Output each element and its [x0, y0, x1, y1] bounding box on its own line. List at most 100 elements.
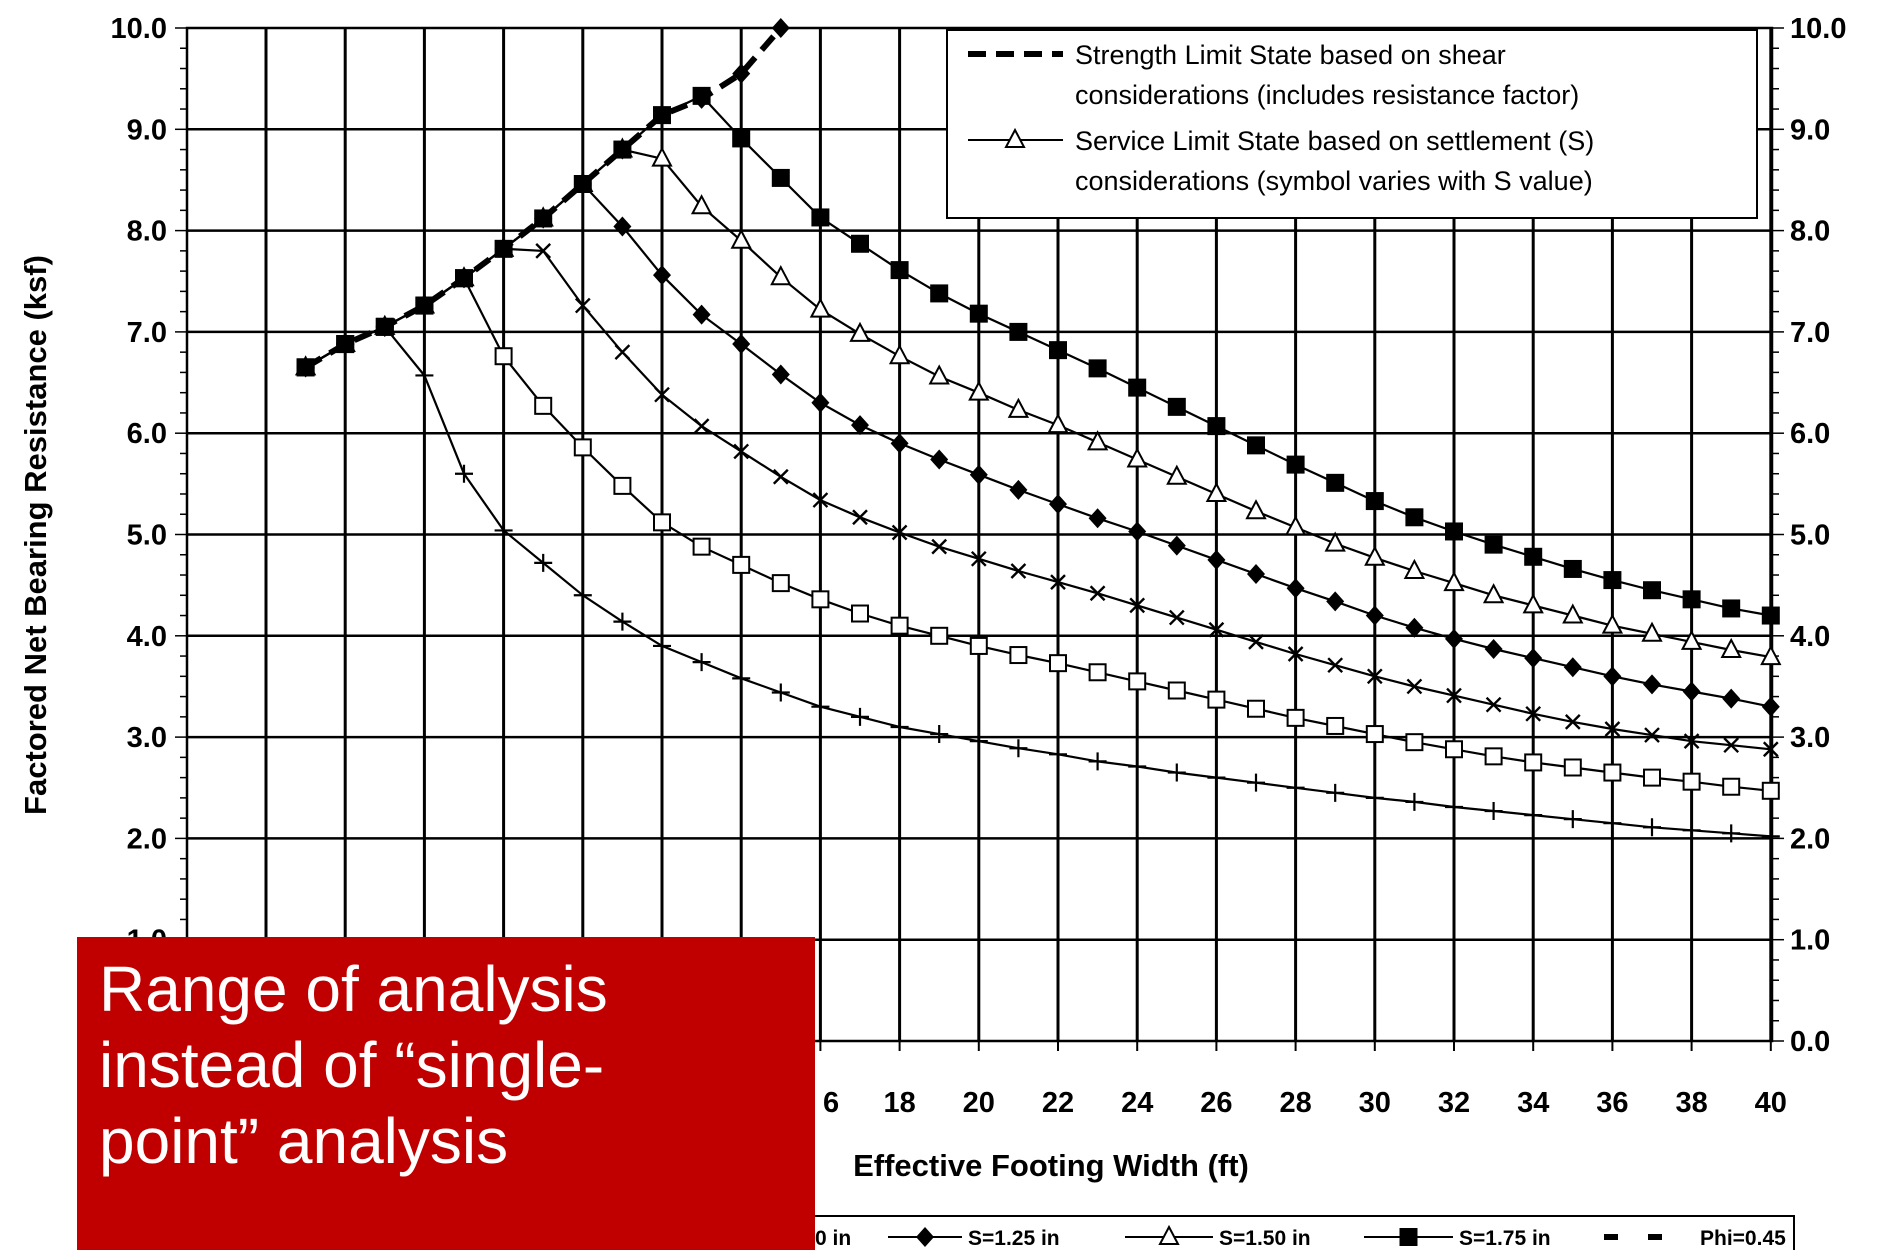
open-triangle-marker: [1403, 558, 1426, 579]
x-tick-label: 20: [963, 1087, 995, 1119]
y-tick-label-left: 2.0: [127, 823, 167, 855]
open-triangle-marker: [651, 146, 673, 167]
filled-square-marker: [573, 175, 592, 194]
open-triangle-marker: [849, 321, 871, 342]
plus-marker: [1603, 814, 1622, 833]
filled-square-marker: [1088, 359, 1107, 378]
x-marker: [1683, 733, 1700, 750]
open-square-marker: [573, 438, 592, 457]
open-square-marker: [1088, 663, 1107, 682]
open-triangle-marker: [1047, 412, 1069, 434]
filled-square-marker: [1207, 417, 1226, 436]
open-triangle-marker: [1720, 637, 1742, 658]
y-tick-label-right: 4.0: [1790, 621, 1830, 653]
filled-square-marker: [1128, 378, 1147, 397]
x-marker: [1366, 668, 1383, 685]
x-marker: [1446, 687, 1462, 704]
plus-marker: [1009, 739, 1028, 758]
plus-marker: [811, 697, 830, 716]
bottom-legend: 0 in S=1.25 in S=1.50 in S=1.75 in Phi=0.45: [811, 1215, 1795, 1250]
open-square-marker: [811, 590, 830, 609]
y-tick-label-left: 10.0: [111, 13, 167, 45]
legend-triangle-icon: [1004, 127, 1026, 148]
x-marker: [574, 297, 591, 314]
filled-diamond-marker: [1643, 674, 1661, 695]
open-triangle-marker: [968, 380, 990, 401]
x-marker: [852, 509, 868, 526]
filled-square-marker: [1524, 547, 1543, 566]
open-triangle-marker: [928, 364, 950, 385]
open-square-marker: [494, 347, 513, 366]
y-tick-label-left: 4.0: [127, 621, 167, 653]
filled-square-marker: [1682, 590, 1701, 609]
filled-diamond-marker: [930, 449, 949, 470]
x-tick-label: 22: [1042, 1087, 1074, 1119]
series-s-0-75-in: [296, 269, 1780, 800]
y-tick-label-right: 0.0: [1790, 1026, 1830, 1058]
plus-marker: [1286, 778, 1305, 797]
x-marker: [654, 386, 670, 403]
x-marker: [1248, 634, 1264, 650]
x-marker: [1485, 696, 1502, 713]
filled-square-marker: [613, 140, 632, 159]
legend-entry-text: considerations (symbol varies with S val…: [1075, 166, 1593, 196]
open-square-marker: [1167, 681, 1186, 700]
x-marker: [1168, 609, 1185, 626]
x-marker: [1327, 657, 1344, 674]
bottom-legend-entry: 0 in: [815, 1227, 851, 1250]
open-square-marker: [1009, 646, 1028, 665]
filled-diamond-marker: [969, 464, 988, 485]
x-tick-label: 32: [1438, 1087, 1470, 1119]
x-marker: [1644, 727, 1660, 743]
open-square-marker: [653, 513, 671, 532]
filled-square-marker: [1484, 535, 1503, 554]
x-marker: [931, 538, 948, 555]
plus-marker: [1405, 792, 1424, 811]
plus-marker: [653, 636, 671, 655]
plus-marker: [771, 683, 790, 702]
legend-entry-text: considerations (includes resistance fact…: [1075, 80, 1579, 110]
open-square-marker: [930, 626, 949, 645]
x-marker: [812, 492, 829, 508]
x-marker: [1723, 737, 1740, 754]
x-tick-label: 36: [1596, 1087, 1628, 1119]
open-square-marker: [1365, 725, 1384, 744]
filled-square-marker: [930, 284, 949, 303]
x-tick-label: 18: [883, 1087, 915, 1119]
open-square-marker: [1563, 758, 1582, 777]
open-square-marker: [732, 555, 751, 574]
open-triangle-marker: [1760, 644, 1782, 666]
filled-diamond-marker: [771, 364, 790, 385]
open-square-marker: [1286, 708, 1305, 727]
filled-square-marker: [1399, 1228, 1418, 1246]
open-square-marker: [969, 636, 988, 655]
bottom-legend-entry: S=1.75 in: [1459, 1227, 1551, 1250]
filled-diamond-marker: [1167, 535, 1186, 556]
filled-diamond-marker: [851, 415, 869, 436]
x-marker: [614, 344, 631, 361]
bottom-legend-entry: S=1.25 in: [968, 1227, 1060, 1250]
plus-marker: [1049, 745, 1067, 764]
y-axis-title: Factored Net Bearing Resistance (ksf): [18, 255, 53, 815]
plus-marker: [1563, 810, 1582, 829]
open-square-marker: [851, 604, 869, 623]
open-triangle-marker: [1601, 613, 1624, 634]
x-tick-label: 40: [1755, 1087, 1787, 1119]
plus-marker: [1445, 797, 1463, 816]
filled-diamond-marker: [1128, 521, 1147, 542]
y-tick-label-right: 3.0: [1790, 722, 1830, 754]
filled-diamond-marker: [811, 392, 830, 413]
open-triangle-marker: [1166, 464, 1188, 485]
filled-square-marker: [336, 335, 355, 354]
filled-diamond-marker: [732, 63, 751, 84]
filled-square-marker: [1445, 522, 1463, 541]
filled-diamond-marker: [653, 265, 671, 286]
open-square-marker: [1524, 753, 1543, 772]
filled-diamond-marker: [692, 304, 711, 325]
filled-square-marker: [1722, 599, 1741, 618]
plus-marker: [692, 653, 711, 672]
open-square-marker: [534, 396, 553, 415]
x-marker: [970, 550, 987, 567]
bottom-legend-box: [811, 1215, 1795, 1250]
y-tick-label-right: 8.0: [1790, 216, 1830, 248]
